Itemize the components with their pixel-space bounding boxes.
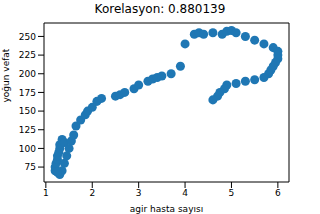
svg-text:4: 4 bbox=[182, 188, 188, 198]
svg-text:250: 250 bbox=[19, 32, 36, 42]
svg-text:175: 175 bbox=[19, 88, 36, 98]
svg-text:agir hasta sayısı: agir hasta sayısı bbox=[130, 204, 203, 214]
svg-text:2: 2 bbox=[89, 188, 95, 198]
svg-text:6: 6 bbox=[275, 188, 281, 198]
svg-text:75: 75 bbox=[25, 162, 36, 172]
svg-text:150: 150 bbox=[19, 106, 36, 116]
svg-text:200: 200 bbox=[19, 69, 36, 79]
svg-text:3: 3 bbox=[136, 188, 142, 198]
svg-text:5: 5 bbox=[229, 188, 235, 198]
svg-text:yoğun vefat: yoğun vefat bbox=[1, 48, 11, 102]
svg-text:125: 125 bbox=[19, 125, 36, 135]
svg-text:100: 100 bbox=[19, 144, 36, 154]
html-text:Korelasyon: 0.880139: Korelasyon: 0.880139 bbox=[94, 2, 226, 16]
svg-text:1: 1 bbox=[43, 188, 49, 198]
svg-text:225: 225 bbox=[19, 50, 36, 60]
